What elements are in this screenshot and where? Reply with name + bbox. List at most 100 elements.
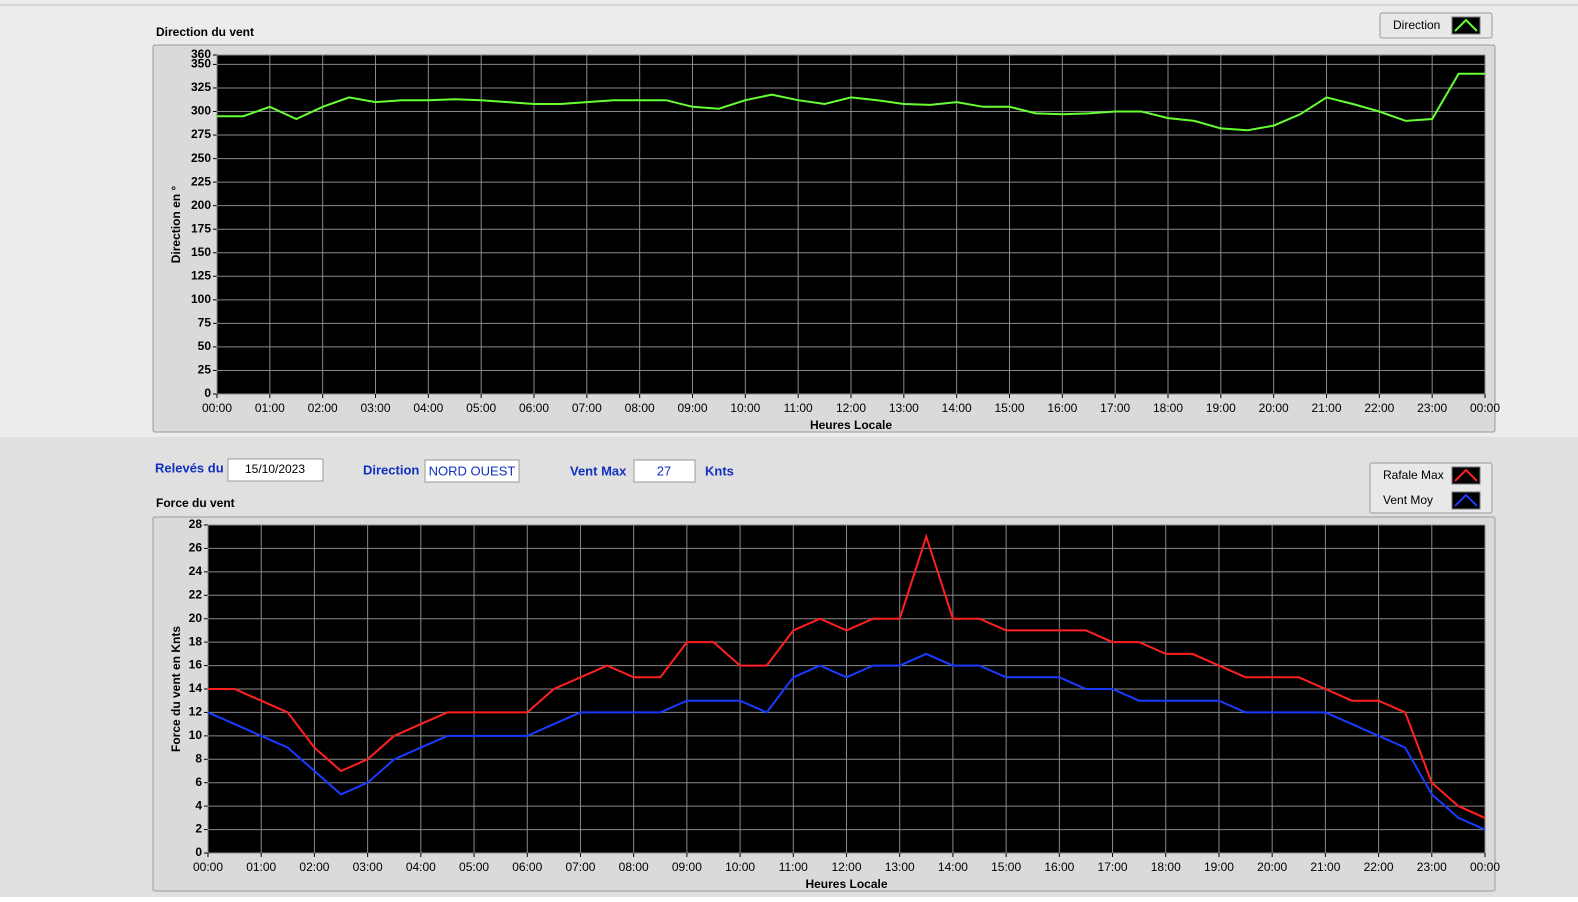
chart-title: Direction du vent [156, 25, 254, 39]
y-tick-label: 8 [195, 751, 202, 765]
x-tick-label: 22:00 [1364, 401, 1394, 415]
max-label: Vent Max [570, 463, 627, 478]
y-axis-label: Force du vent en Knts [169, 626, 183, 752]
x-tick-label: 00:00 [202, 401, 232, 415]
x-tick-label: 19:00 [1206, 401, 1236, 415]
series-line [217, 72, 1485, 132]
y-tick-label: 6 [195, 775, 202, 789]
legend-swatch [1454, 18, 1478, 32]
x-tick-label: 01:00 [246, 860, 276, 874]
y-tick-label: 200 [191, 198, 211, 212]
x-tick-label: 23:00 [1417, 860, 1447, 874]
y-tick-label: 50 [198, 339, 212, 353]
y-tick-label: 75 [198, 316, 212, 330]
legend-label: Rafale Max [1383, 468, 1444, 482]
x-tick-label: 04:00 [413, 401, 443, 415]
x-tick-label: 13:00 [885, 860, 915, 874]
y-tick-label: 25 [198, 363, 212, 377]
y-tick-label: 300 [191, 104, 211, 118]
y-tick-label: 10 [189, 728, 203, 742]
x-tick-label: 07:00 [565, 860, 595, 874]
legend-swatch-box [1451, 16, 1481, 35]
x-tick-label: 12:00 [836, 401, 866, 415]
chart-title: Force du vent [156, 496, 235, 510]
x-tick-label: 07:00 [572, 401, 602, 415]
x-tick-label: 13:00 [889, 401, 919, 415]
x-tick-label: 10:00 [725, 860, 755, 874]
x-tick-label: 16:00 [1047, 401, 1077, 415]
x-tick-label: 15:00 [994, 401, 1024, 415]
x-tick-label: 08:00 [625, 401, 655, 415]
legend-label: Vent Moy [1383, 493, 1433, 507]
x-tick-label: 05:00 [466, 401, 496, 415]
y-tick-label: 24 [189, 564, 203, 578]
x-tick-label: 06:00 [519, 401, 549, 415]
x-tick-label: 23:00 [1417, 401, 1447, 415]
y-tick-label: 175 [191, 221, 211, 235]
x-tick-label: 03:00 [353, 860, 383, 874]
y-tick-label: 0 [204, 386, 211, 400]
y-tick-label: 125 [191, 268, 211, 282]
y-tick-label: 100 [191, 292, 211, 306]
x-tick-label: 10:00 [730, 401, 760, 415]
max-box[interactable] [633, 459, 696, 483]
y-tick-label: 28 [189, 517, 203, 531]
y-tick-label: 350 [191, 57, 211, 71]
y-tick-label: 2 [195, 822, 202, 836]
x-tick-label: 20:00 [1257, 860, 1287, 874]
y-tick-label: 275 [191, 127, 211, 141]
x-tick-label: 00:00 [193, 860, 223, 874]
y-tick-label: 225 [191, 174, 211, 188]
x-tick-label: 05:00 [459, 860, 489, 874]
legend-swatch [1454, 468, 1478, 482]
x-axis-label: Heures Locale [810, 418, 892, 432]
x-tick-label: 16:00 [1044, 860, 1074, 874]
direction-value: NORD OUEST [429, 463, 516, 478]
x-axis-label: Heures Locale [805, 877, 887, 891]
x-tick-label: 09:00 [672, 860, 702, 874]
x-tick-label: 00:00 [1470, 860, 1500, 874]
legend-swatch-box [1451, 466, 1481, 485]
y-tick-label: 12 [189, 705, 203, 719]
x-tick-label: 14:00 [942, 401, 972, 415]
direction-box[interactable] [424, 459, 520, 483]
y-tick-label: 22 [189, 587, 203, 601]
y-tick-label: 18 [189, 634, 203, 648]
x-tick-label: 06:00 [512, 860, 542, 874]
y-tick-label: 250 [191, 151, 211, 165]
x-tick-label: 09:00 [677, 401, 707, 415]
x-tick-label: 21:00 [1311, 401, 1341, 415]
x-tick-label: 20:00 [1259, 401, 1289, 415]
y-tick-label: 0 [195, 845, 202, 859]
y-tick-label: 20 [189, 611, 203, 625]
y-tick-label: 150 [191, 245, 211, 259]
y-tick-label: 325 [191, 80, 211, 94]
legend-label: Direction [1393, 18, 1440, 32]
y-axis-label: Direction en ° [169, 186, 183, 264]
date-box[interactable] [227, 458, 324, 482]
x-tick-label: 11:00 [784, 401, 813, 415]
x-tick-label: 18:00 [1151, 860, 1181, 874]
x-tick-label: 14:00 [938, 860, 968, 874]
legend-swatch-box [1451, 491, 1481, 510]
x-tick-label: 02:00 [299, 860, 329, 874]
direction-label: Direction [363, 462, 419, 477]
x-tick-label: 00:00 [1470, 401, 1500, 415]
x-tick-label: 04:00 [406, 860, 436, 874]
x-tick-label: 21:00 [1310, 860, 1340, 874]
x-tick-label: 19:00 [1204, 860, 1234, 874]
series-line [208, 533, 1486, 819]
x-tick-label: 17:00 [1100, 401, 1130, 415]
series-line [207, 652, 1486, 831]
legend-swatch [1454, 493, 1478, 507]
x-tick-label: 01:00 [255, 401, 285, 415]
x-tick-label: 22:00 [1364, 860, 1394, 874]
x-tick-label: 17:00 [1098, 860, 1128, 874]
x-tick-label: 15:00 [991, 860, 1021, 874]
max-value: 27 [657, 463, 671, 478]
y-tick-label: 360 [191, 47, 211, 61]
date-value: 15/10/2023 [245, 462, 305, 476]
unit-label: Knts [705, 463, 734, 478]
